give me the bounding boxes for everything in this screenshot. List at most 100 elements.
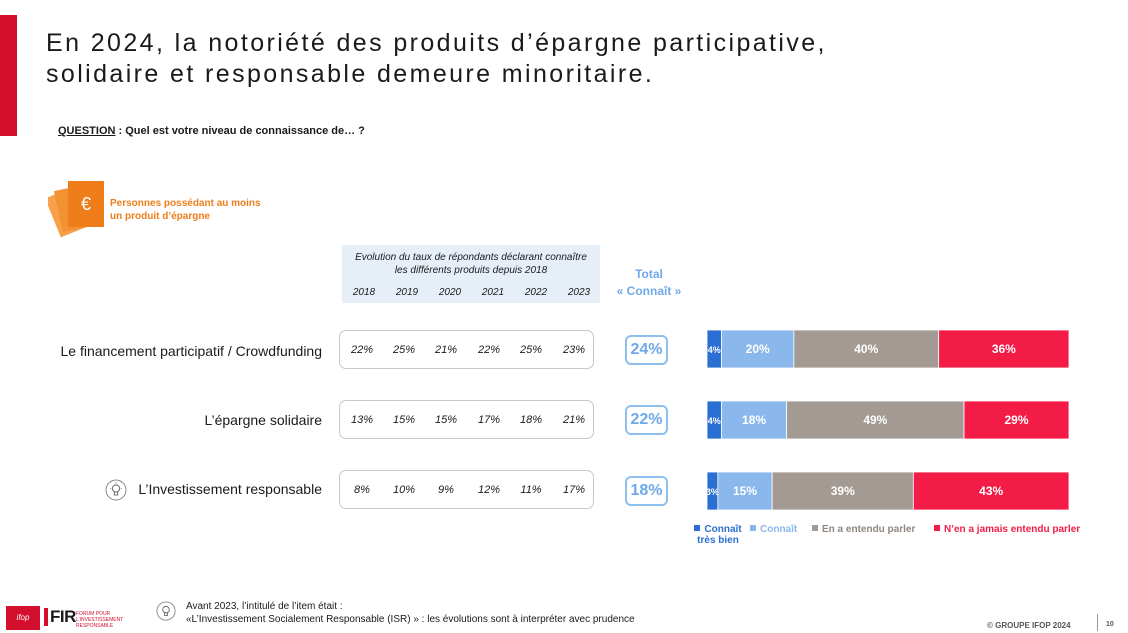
evolution-caption-line1: Evolution du taux de répondants déclaran… xyxy=(355,252,587,263)
legend-swatch xyxy=(750,525,756,531)
evolution-value: 15% xyxy=(434,414,458,426)
evolution-value: 22% xyxy=(477,344,501,356)
bar-value-label: 18% xyxy=(742,413,766,427)
evolution-value: 25% xyxy=(392,344,416,356)
bar-segment xyxy=(771,471,914,511)
ifop-logo: ifop xyxy=(6,606,40,630)
page-separator xyxy=(1097,614,1098,631)
euro-symbol: € xyxy=(81,194,91,214)
footnote: Avant 2023, l’intitulé de l’item était :… xyxy=(186,600,635,626)
footnote-line1: Avant 2023, l’intitulé de l’item était : xyxy=(186,601,343,612)
question-label: QUESTION xyxy=(58,125,116,137)
year-label: 2023 xyxy=(567,287,591,298)
evolution-value: 18% xyxy=(519,414,543,426)
year-label: 2018 xyxy=(352,287,376,298)
bar-segment xyxy=(786,400,965,440)
bar-value-label: 39% xyxy=(831,484,855,498)
page-title-line1: En 2024, la notoriété des produits d’épa… xyxy=(46,29,827,57)
total-header: Total « Connaît » xyxy=(609,266,689,300)
legend-item-connait: Connaît xyxy=(750,524,797,535)
bar-value-label: 29% xyxy=(1004,413,1028,427)
bar-segment xyxy=(793,329,940,369)
total-connait-investissement-responsable: 18% xyxy=(625,476,668,506)
population-line1: Personnes possédant au moins xyxy=(110,198,261,209)
fir-logo: FIR xyxy=(50,607,76,626)
evolution-value: 21% xyxy=(562,414,586,426)
evolution-value: 15% xyxy=(392,414,416,426)
evolution-box-investissement-responsable: 8% 10% 9% 12% 11% 17% xyxy=(339,470,594,509)
page-number: 10 xyxy=(1106,621,1114,628)
evolution-value: 17% xyxy=(562,484,586,496)
bar-value-label: 15% xyxy=(733,484,757,498)
bar-segment xyxy=(717,471,773,511)
year-label: 2022 xyxy=(524,287,548,298)
year-label: 2019 xyxy=(395,287,419,298)
legend-label-line2: très bien xyxy=(697,535,739,546)
bar-segment xyxy=(721,400,788,440)
footnote-lightbulb-icon xyxy=(156,601,176,621)
total-connait-crowdfunding: 24% xyxy=(625,335,668,365)
evolution-value: 22% xyxy=(350,344,374,356)
bar-value-label: 43% xyxy=(979,484,1003,498)
evolution-value: 13% xyxy=(350,414,374,426)
bar-value-label: 4% xyxy=(708,345,721,355)
page-title-line2: solidaire et responsable demeure minorit… xyxy=(46,60,655,88)
bar-value-label: 20% xyxy=(746,342,770,356)
question-text: : Quel est votre niveau de connaissance … xyxy=(115,125,365,137)
row-label-crowdfunding: Le financement participatif / Crowdfundi… xyxy=(60,343,322,359)
fir-sub-line: FORUM POUR xyxy=(76,611,111,617)
population-line2: un produit d’épargne xyxy=(110,211,210,222)
title-accent-bar xyxy=(0,15,17,136)
evolution-value: 23% xyxy=(562,344,586,356)
evolution-value: 11% xyxy=(520,484,542,496)
page-title: En 2024, la notoriété des produits d’épa… xyxy=(46,28,827,90)
total-connait-epargne-solidaire: 22% xyxy=(625,405,668,435)
evolution-value: 8% xyxy=(354,484,370,496)
legend-label: Connaît xyxy=(704,524,742,535)
year-label: 2020 xyxy=(438,287,462,298)
legend-label: En a entendu parler xyxy=(822,524,916,535)
legend-swatch xyxy=(934,525,940,531)
legend-label: Connaît xyxy=(760,524,798,535)
copyright: © GROUPE IFOP 2024 xyxy=(987,621,1071,630)
footnote-line2: «L’Investissement Socialement Responsabl… xyxy=(186,614,635,625)
bar-value-label: 4% xyxy=(708,416,721,426)
evolution-caption: Evolution du taux de répondants déclaran… xyxy=(342,251,600,277)
bar-value-label: 36% xyxy=(992,342,1016,356)
fir-logo-bar xyxy=(44,608,48,626)
legend-item-connait-tres-bien: Connaît très bien xyxy=(690,524,746,546)
evolution-value: 10% xyxy=(392,484,416,496)
bar-value-label: 40% xyxy=(854,342,878,356)
bar-segment xyxy=(721,329,795,369)
bar-segment xyxy=(938,329,1070,369)
evolution-box-epargne-solidaire: 13% 15% 15% 17% 18% 21% xyxy=(339,400,594,439)
bar-value-label: 3% xyxy=(706,487,719,497)
fir-sub-line: RESPONSABLE xyxy=(76,623,114,629)
total-header-line1: Total xyxy=(635,267,663,281)
euro-cards-icon: € xyxy=(48,181,104,238)
evolution-caption-line2: les différents produits depuis 2018 xyxy=(394,265,548,276)
evolution-header: Evolution du taux de répondants déclaran… xyxy=(342,245,600,303)
row-label-epargne-solidaire: L’épargne solidaire xyxy=(204,412,322,428)
evolution-value: 17% xyxy=(477,414,501,426)
bar-segment xyxy=(912,471,1070,511)
bar-value-label: 49% xyxy=(863,413,887,427)
legend-item-en-a-entendu-parler: En a entendu parler xyxy=(812,524,915,535)
evolution-value: 21% xyxy=(434,344,458,356)
fir-logo-subtitle: FORUM POUR L’INVESTISSEMENT RESPONSABLE xyxy=(76,611,131,629)
lightbulb-icon xyxy=(105,479,127,501)
question: QUESTION : Quel est votre niveau de conn… xyxy=(58,125,365,137)
year-label: 2021 xyxy=(481,287,505,298)
row-label-investissement-responsable: L’Investissement responsable xyxy=(138,481,322,497)
legend-swatch xyxy=(812,525,818,531)
total-header-line2: « Connaît » xyxy=(616,284,682,298)
evolution-value: 9% xyxy=(438,484,454,496)
legend-swatch xyxy=(694,525,701,531)
evolution-value: 25% xyxy=(519,344,543,356)
legend-item-jamais-entendu-parler: N’en a jamais entendu parler xyxy=(934,524,1080,535)
bar-segment xyxy=(963,400,1070,440)
evolution-box-crowdfunding: 22% 25% 21% 22% 25% 23% xyxy=(339,330,594,369)
population-label: Personnes possédant au moins un produit … xyxy=(110,197,290,223)
fir-sub-line: L’INVESTISSEMENT xyxy=(76,617,124,623)
